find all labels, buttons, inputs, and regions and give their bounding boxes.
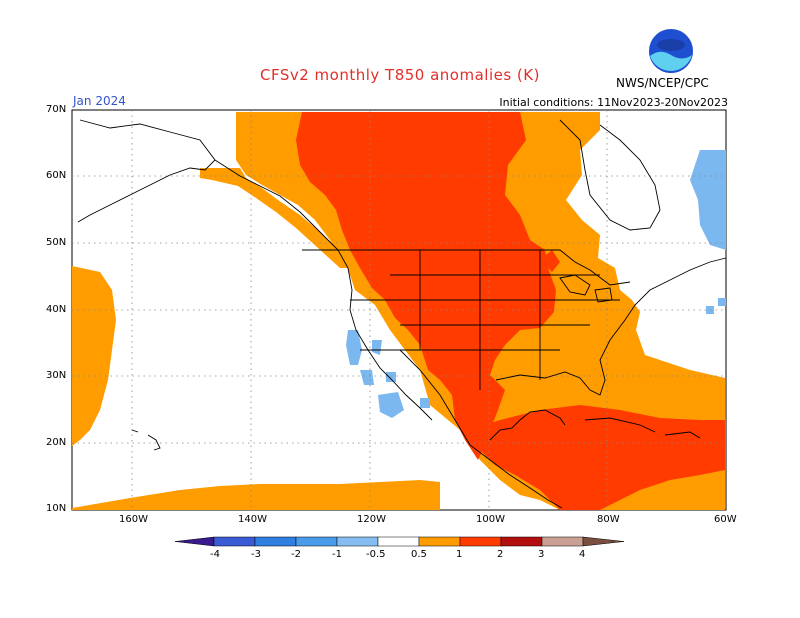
colorbar-label: 4 — [579, 549, 586, 560]
colorbar-box — [213, 536, 256, 547]
colorbar-label: -1 — [332, 549, 342, 560]
initial-conditions: Initial conditions: 11Nov2023-20Nov2023 — [499, 96, 728, 109]
colorbar-label: -4 — [210, 549, 220, 560]
coastlines — [77, 119, 727, 509]
colorbar-arrow-left — [174, 536, 215, 547]
colorbar-boxes — [174, 536, 625, 547]
colorbar-box — [459, 536, 502, 547]
colorbar-label: -3 — [251, 549, 261, 560]
colorbar-label: -0.5 — [366, 549, 386, 560]
lat-label-50n: 50N — [46, 237, 67, 248]
graticule — [72, 110, 726, 510]
lat-label-40n: 40N — [46, 304, 67, 315]
lon-label-60w: 60W — [714, 514, 737, 525]
colorbar-box — [500, 536, 543, 547]
agency-label: NWS/NCEP/CPC — [616, 76, 709, 90]
colorbar-box — [377, 536, 420, 547]
anomaly-red-regions — [296, 112, 725, 510]
lon-label-160w: 160W — [119, 514, 148, 525]
colorbar-box — [336, 536, 379, 547]
colorbar-arrow-right — [582, 536, 625, 547]
lat-label-10n: 10N — [46, 503, 67, 514]
map-title: CFSv2 monthly T850 anomalies (K) — [260, 66, 540, 84]
lon-label-80w: 80W — [597, 514, 620, 525]
lat-label-30n: 30N — [46, 370, 67, 381]
lat-label-60n: 60N — [46, 170, 67, 181]
colorbar-label: 2 — [497, 549, 504, 560]
colorbar-label: 0.5 — [411, 549, 427, 560]
lat-label-70n: 70N — [46, 104, 67, 115]
colorbar-box — [295, 536, 338, 547]
colorbar-box — [254, 536, 297, 547]
lat-label-20n: 20N — [46, 437, 67, 448]
colorbar-box — [541, 536, 584, 547]
lon-label-120w: 120W — [357, 514, 386, 525]
lon-label-100w: 100W — [476, 514, 505, 525]
noaa-logo-icon — [649, 29, 693, 73]
colorbar-label: -2 — [291, 549, 301, 560]
colorbar-label: 3 — [538, 549, 545, 560]
colorbar-label: 1 — [456, 549, 463, 560]
colorbar-box — [418, 536, 461, 547]
forecast-month: Jan 2024 — [73, 94, 126, 108]
lon-label-140w: 140W — [238, 514, 267, 525]
anomaly-blue-regions — [346, 150, 726, 418]
